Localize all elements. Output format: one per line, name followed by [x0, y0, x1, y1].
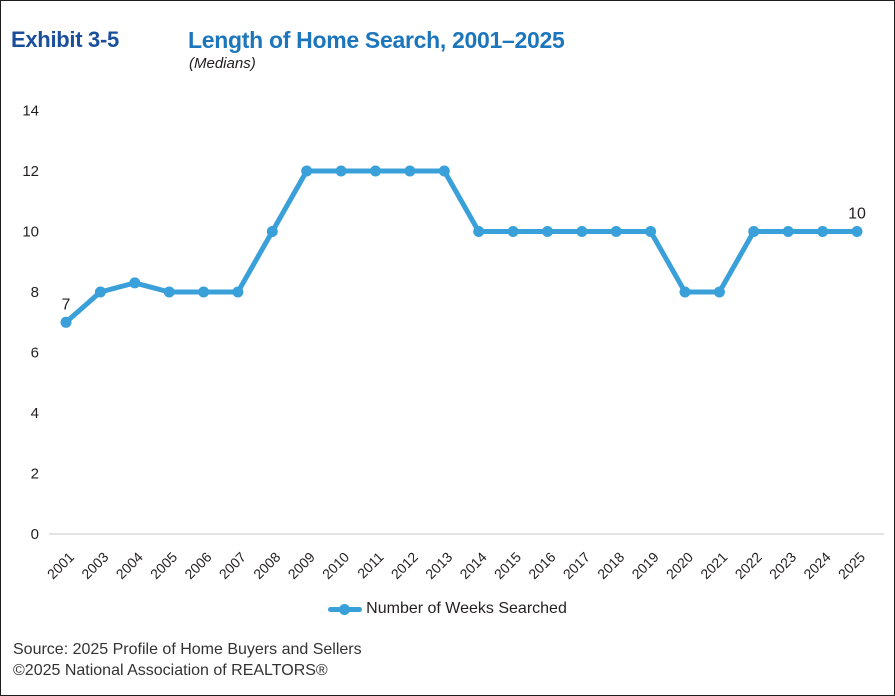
x-tick-label: 2009: [285, 549, 318, 582]
y-tick-label: 2: [31, 466, 39, 483]
x-tick-label: 2001: [44, 549, 77, 582]
data-point-marker: [782, 226, 794, 237]
y-tick-label: 0: [31, 526, 39, 543]
x-tick-label: 2014: [456, 549, 489, 582]
chart-subtitle: (Medians): [189, 55, 256, 72]
x-tick-label: 2021: [697, 549, 730, 582]
x-tick-label: 2004: [113, 549, 146, 582]
x-tick-label: 2010: [319, 549, 352, 582]
x-tick-label: 2005: [147, 549, 180, 582]
data-point-marker: [679, 286, 691, 298]
data-point-marker: [129, 277, 141, 289]
legend-line-marker-icon: [328, 603, 363, 615]
data-point-marker: [851, 226, 863, 237]
x-tick-label: 2003: [78, 549, 111, 582]
data-point-marker: [507, 226, 519, 237]
x-tick-label: 2025: [835, 549, 868, 582]
data-point-marker: [473, 226, 485, 237]
legend-label: Number of Weeks Searched: [366, 600, 567, 617]
x-tick-label: 2017: [560, 549, 593, 582]
x-tick-label: 2020: [663, 549, 696, 582]
y-tick-label: 6: [31, 345, 39, 362]
data-point-marker: [542, 226, 553, 237]
legend-dot-icon: [339, 603, 351, 615]
source-line: Source: 2025 Profile of Home Buyers and …: [13, 641, 362, 658]
data-point-marker: [232, 286, 244, 298]
data-point-label: 7: [62, 296, 71, 313]
data-point-marker: [198, 286, 210, 298]
data-point-label: 10: [848, 206, 866, 223]
data-point-marker: [335, 165, 347, 177]
data-point-marker: [645, 226, 657, 237]
y-tick-label: 4: [31, 405, 39, 422]
data-point-marker: [817, 226, 829, 237]
data-point-marker: [301, 165, 313, 177]
x-tick-label: 2008: [250, 549, 283, 582]
x-tick-label: 2012: [388, 549, 421, 582]
x-tick-label: 2023: [766, 549, 799, 582]
data-point-marker: [266, 226, 278, 237]
y-tick-label: 8: [31, 284, 39, 301]
y-tick-label: 14: [22, 103, 39, 120]
x-tick-label: 2015: [491, 549, 524, 582]
x-tick-label: 2011: [354, 549, 387, 582]
exhibit-label: Exhibit 3-5: [11, 27, 119, 52]
x-tick-label: 2007: [216, 549, 249, 582]
data-point-marker: [60, 316, 72, 328]
x-tick-label: 2016: [525, 549, 558, 582]
x-tick-label: 2022: [732, 549, 765, 582]
data-point-marker: [748, 226, 760, 237]
copyright-line: ©2025 National Association of REALTORS®: [13, 662, 328, 679]
data-point-marker: [576, 226, 588, 237]
data-point-marker: [438, 165, 450, 177]
x-tick-label: 2019: [628, 549, 661, 582]
y-tick-label: 12: [22, 163, 39, 180]
chart-legend: Number of Weeks Searched: [1, 600, 894, 618]
data-point-marker: [713, 286, 725, 298]
x-tick-label: 2024: [800, 549, 833, 582]
data-point-marker: [94, 286, 106, 298]
data-point-marker: [610, 226, 622, 237]
x-tick-label: 2018: [594, 549, 627, 582]
series-line: [63, 168, 860, 325]
x-tick-label: 2006: [181, 549, 214, 582]
x-tick-label: 2013: [422, 549, 455, 582]
data-point-marker: [404, 165, 416, 177]
data-point-marker: [163, 286, 175, 298]
y-tick-label: 10: [22, 224, 39, 241]
footer: Source: 2025 Profile of Home Buyers and …: [13, 639, 362, 681]
page-title: Length of Home Search, 2001–2025: [188, 27, 565, 53]
data-point-marker: [370, 165, 381, 177]
